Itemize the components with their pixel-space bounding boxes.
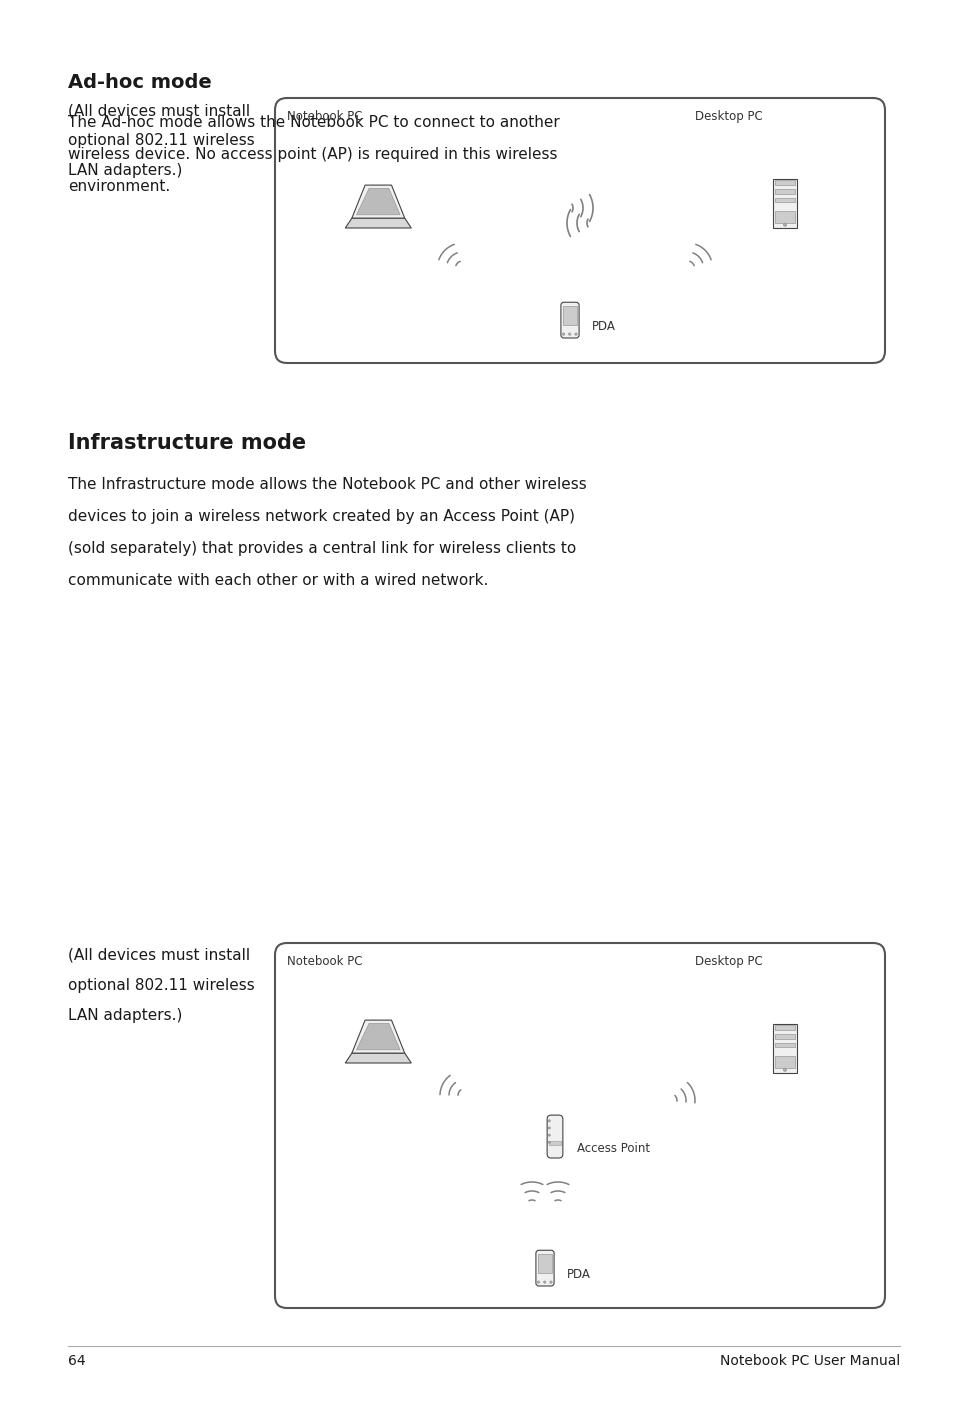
Text: communicate with each other or with a wired network.: communicate with each other or with a wi…: [68, 573, 488, 588]
Text: Notebook PC: Notebook PC: [287, 954, 362, 968]
FancyBboxPatch shape: [562, 306, 577, 326]
Circle shape: [782, 1068, 786, 1072]
Polygon shape: [345, 1054, 411, 1064]
Text: Infrastructure mode: Infrastructure mode: [68, 432, 306, 452]
Text: Desktop PC: Desktop PC: [695, 954, 762, 968]
Text: PDA: PDA: [566, 1268, 590, 1280]
Text: optional 802.11 wireless: optional 802.11 wireless: [68, 978, 254, 993]
Text: LAN adapters.): LAN adapters.): [68, 1008, 182, 1022]
Text: wireless device. No access point (AP) is required in this wireless: wireless device. No access point (AP) is…: [68, 147, 557, 162]
Text: Notebook PC User Manual: Notebook PC User Manual: [719, 1354, 899, 1368]
FancyBboxPatch shape: [274, 98, 884, 363]
FancyBboxPatch shape: [548, 1141, 561, 1146]
Circle shape: [548, 1141, 550, 1143]
FancyBboxPatch shape: [537, 1254, 552, 1273]
Circle shape: [548, 1127, 550, 1129]
FancyBboxPatch shape: [560, 302, 578, 337]
Text: (sold separately) that provides a central link for wireless clients to: (sold separately) that provides a centra…: [68, 542, 576, 556]
Text: optional 802.11 wireless: optional 802.11 wireless: [68, 133, 254, 147]
Polygon shape: [352, 186, 404, 218]
Text: PDA: PDA: [592, 319, 616, 332]
FancyBboxPatch shape: [775, 180, 794, 186]
FancyBboxPatch shape: [775, 197, 794, 203]
Circle shape: [537, 1280, 539, 1283]
Text: Desktop PC: Desktop PC: [695, 111, 762, 123]
FancyBboxPatch shape: [775, 1042, 794, 1048]
Circle shape: [568, 333, 570, 335]
Text: 64: 64: [68, 1354, 86, 1368]
FancyBboxPatch shape: [775, 189, 794, 194]
Circle shape: [548, 1134, 550, 1136]
FancyBboxPatch shape: [536, 1251, 554, 1286]
Text: Access Point: Access Point: [577, 1141, 649, 1154]
Polygon shape: [356, 189, 399, 214]
FancyBboxPatch shape: [274, 943, 884, 1307]
Text: (All devices must install: (All devices must install: [68, 104, 250, 118]
Polygon shape: [345, 218, 411, 228]
Text: LAN adapters.): LAN adapters.): [68, 163, 182, 179]
Text: (All devices must install: (All devices must install: [68, 949, 250, 963]
FancyBboxPatch shape: [775, 1034, 794, 1038]
FancyBboxPatch shape: [775, 1056, 794, 1068]
FancyBboxPatch shape: [775, 1025, 794, 1029]
FancyBboxPatch shape: [547, 1115, 562, 1159]
Circle shape: [548, 1120, 550, 1122]
Circle shape: [549, 1280, 552, 1283]
Polygon shape: [352, 1020, 404, 1054]
Text: devices to join a wireless network created by an Access Point (AP): devices to join a wireless network creat…: [68, 509, 575, 525]
Polygon shape: [356, 1024, 399, 1049]
FancyBboxPatch shape: [773, 179, 796, 228]
Text: Ad-hoc mode: Ad-hoc mode: [68, 72, 212, 92]
Circle shape: [561, 333, 564, 335]
Text: Notebook PC: Notebook PC: [287, 111, 362, 123]
Text: environment.: environment.: [68, 179, 170, 194]
Text: The Ad-hoc mode allows the Notebook PC to connect to another: The Ad-hoc mode allows the Notebook PC t…: [68, 115, 559, 130]
Circle shape: [575, 333, 577, 335]
Text: The Infrastructure mode allows the Notebook PC and other wireless: The Infrastructure mode allows the Noteb…: [68, 476, 586, 492]
Circle shape: [782, 223, 786, 227]
Circle shape: [543, 1280, 545, 1283]
FancyBboxPatch shape: [775, 211, 794, 223]
FancyBboxPatch shape: [773, 1024, 796, 1073]
